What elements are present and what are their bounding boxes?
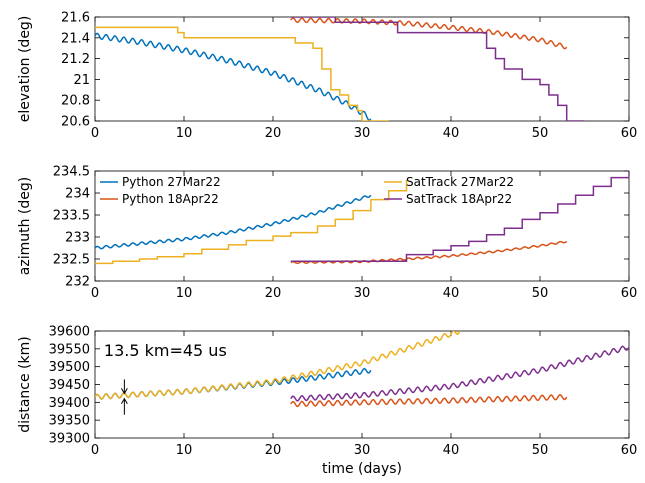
- elevation-x-tick-label: 0: [91, 126, 99, 141]
- annotation-double-arrow: [120, 379, 128, 415]
- azimuth-x-tick-label: 60: [621, 286, 638, 301]
- distance-series-sattrack-27mar22: [95, 331, 461, 400]
- distance-y-tick-label: 39400: [49, 396, 90, 411]
- elevation-series-sattrack-27mar22: [95, 26, 389, 121]
- azimuth-y-tick-label: 233: [65, 231, 90, 246]
- elevation-x-tick-label: 10: [176, 126, 193, 141]
- elevation-series-group: [95, 17, 585, 121]
- azimuth-series-python-18apr22: [290, 240, 568, 265]
- legend: Python 27Mar22 Python 18Apr22 SatTrack 27M…: [100, 175, 514, 206]
- distance-x-tick-label: 10: [176, 443, 193, 458]
- distance-series-group: [95, 331, 629, 408]
- azimuth-y-tick-label: 234: [65, 187, 90, 202]
- azimuth-x-tick-label: 20: [265, 286, 282, 301]
- distance-y-tick-label: 39500: [49, 360, 90, 375]
- elevation-x-tick-label: 30: [354, 126, 371, 141]
- distance-y-tick-label: 39350: [49, 414, 90, 429]
- azimuth-x-tick-label: 10: [176, 286, 193, 301]
- distance-y-tick-label: 39450: [49, 378, 90, 393]
- distance-y-axis-label: distance (km): [17, 336, 33, 432]
- azimuth-series-sattrack-18apr22: [290, 171, 629, 262]
- elevation-y-tick-label: 20.8: [61, 94, 90, 109]
- azimuth-y-tick-label: 232: [65, 275, 90, 290]
- legend-entry-label: SatTrack 18Apr22: [406, 192, 512, 206]
- distance-x-tick-label: 40: [443, 443, 460, 458]
- azimuth-x-tick-label: 40: [443, 286, 460, 301]
- distance-x-tick-label: 20: [265, 443, 282, 458]
- legend-entry-label: Python 18Apr22: [122, 192, 219, 206]
- azimuth-y-tick-label: 232.5: [53, 253, 90, 268]
- azimuth-x-tick-label: 50: [532, 286, 549, 301]
- distance-series-python-18apr22: [290, 394, 568, 408]
- distance-y-tick-label: 39300: [49, 432, 90, 447]
- azimuth-series-group: [95, 171, 629, 265]
- elevation-y-tick-label: 21: [73, 73, 90, 88]
- elevation-y-tick-label: 21.4: [61, 31, 90, 46]
- elevation-x-tick-label: 40: [443, 126, 460, 141]
- distance-x-tick-label: 60: [621, 443, 638, 458]
- elevation-x-tick-label: 50: [532, 126, 549, 141]
- distance-x-axis-label: time (days): [322, 461, 402, 477]
- elevation-x-tick-label: 20: [265, 126, 282, 141]
- distance-x-tick-label: 30: [354, 443, 371, 458]
- elevation-x-tick-label: 60: [621, 126, 638, 141]
- distance-x-tick-label: 50: [532, 443, 549, 458]
- elevation-series-python-27mar22: [95, 32, 372, 121]
- distance-y-tick-label: 39600: [49, 325, 90, 340]
- azimuth-series-python-27mar22: [95, 194, 372, 250]
- elevation-panel: 0 10 20 30 40 50 60 20.6 20.8 21 21.2 21.4 21.6 eleva…: [17, 11, 637, 142]
- distance-y-tick-label: 39550: [49, 342, 90, 357]
- azimuth-x-tick-label: 0: [91, 286, 99, 301]
- distance-series-sattrack-18apr22: [290, 345, 629, 402]
- elevation-axes-box: [94, 16, 630, 122]
- elevation-series-sattrack-18apr22: [290, 17, 585, 121]
- azimuth-y-axis-label: azimuth (deg): [17, 177, 33, 275]
- distance-x-tick-label: 0: [91, 443, 99, 458]
- azimuth-series-sattrack-27mar22: [95, 179, 408, 265]
- elevation-y-tick-label: 21.6: [61, 11, 90, 26]
- legend-entry-label: Python 27Mar22: [122, 175, 221, 189]
- distance-panel: 0 10 20 30 40 50 60 39300 39350 39400 39450 39500 39…: [17, 325, 637, 478]
- annotation-label: 13.5 km=45 us: [104, 341, 227, 360]
- legend-entry-label: SatTrack 27Mar22: [406, 175, 514, 189]
- azimuth-x-tick-label: 30: [354, 286, 371, 301]
- azimuth-y-tick-label: 233.5: [53, 209, 90, 224]
- azimuth-y-tick-label: 234.5: [53, 165, 90, 180]
- elevation-y-tick-label: 21.2: [61, 52, 90, 67]
- elevation-y-axis-label: elevation (deg): [17, 16, 33, 123]
- elevation-y-tick-label: 20.6: [61, 115, 90, 130]
- azimuth-panel: 0 10 20 30 40 50 60 232 232.5 233 233.5 234 234.5 azi…: [17, 165, 637, 302]
- elevation-series-python-18apr22: [290, 17, 568, 50]
